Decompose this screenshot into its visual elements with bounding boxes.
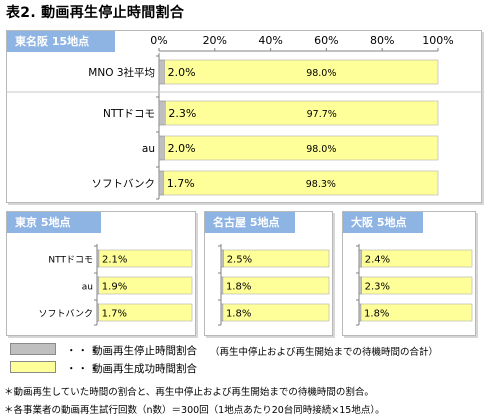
bar-stop bbox=[158, 135, 165, 161]
bar-stop bbox=[358, 303, 362, 322]
legend-label-stop: 動画再生停止時間割合 bbox=[92, 345, 197, 357]
category-label: NTTドコモ bbox=[103, 108, 155, 120]
panel-title-nagoya: 名古屋 5地点 bbox=[205, 212, 295, 233]
category-label: au bbox=[142, 143, 155, 155]
data-label-success: 97.7% bbox=[307, 109, 337, 120]
category-label: ソフトバンク bbox=[91, 178, 155, 190]
bar-stop bbox=[358, 249, 363, 268]
bar-stop bbox=[158, 170, 165, 196]
chart-osaka: 2.4% 2.3% 1.8% bbox=[356, 244, 473, 326]
chart-tokyo: NTTドコモ 2.1% au 1.9% ソフトバンク 1.7% bbox=[39, 244, 193, 326]
data-label-stop: 2.5% bbox=[227, 255, 252, 266]
x-tick-label: 40% bbox=[258, 34, 282, 47]
note-2: ＊各事業者の動画再生試行回数（n数）＝300回（1地点あたり20台同時接続×15… bbox=[4, 405, 385, 416]
legend-dots-success: ・・・ bbox=[66, 363, 101, 375]
legend-swatch-stop bbox=[10, 343, 56, 355]
legend-label-success: 動画再生成功時間割合 bbox=[92, 363, 197, 375]
bar-success bbox=[222, 303, 330, 322]
data-label-success: 98.0% bbox=[306, 68, 336, 79]
bar-success bbox=[361, 249, 473, 268]
bar-stop bbox=[220, 249, 224, 268]
bar-success bbox=[163, 170, 439, 196]
chart-panel-tomeihan: 東名阪 15地点 0% 20% 40% 60% 80% 100% MNO 3社平均 2.0% 9… bbox=[6, 30, 483, 203]
bar-success bbox=[222, 276, 330, 295]
category-label: au bbox=[82, 283, 93, 293]
data-label-stop: 1.8% bbox=[226, 282, 251, 293]
chart-panel-nagoya: 名古屋 5地点 2.5% 1.8% 1.8% bbox=[204, 211, 333, 336]
bar-success bbox=[165, 100, 439, 126]
category-label: NTTドコモ bbox=[48, 256, 93, 266]
data-label-stop: 1.7% bbox=[167, 177, 195, 190]
bar-stop bbox=[158, 59, 165, 85]
chart-panel-tokyo: 東京 5地点 NTTドコモ 2.1% au 1.9% ソフトバンク 1.7% bbox=[6, 211, 196, 336]
chart-panel-osaka: 大阪 5地点 2.4% 2.3% 1.8% bbox=[342, 211, 476, 336]
note-1: ＊動画再生していた時間の割合と、再生中停止および再生開始までの待機時間の割合。 bbox=[4, 387, 374, 398]
category-label: MNO 3社平均 bbox=[88, 66, 155, 79]
bar-stop bbox=[358, 276, 362, 295]
x-tick-label: 20% bbox=[203, 34, 227, 47]
bar-success bbox=[98, 303, 193, 322]
panel-title-tomeihan: 東名阪 15地点 bbox=[7, 31, 115, 52]
panel-title-tokyo: 東京 5地点 bbox=[7, 212, 101, 233]
chart-nagoya: 2.5% 1.8% 1.8% bbox=[218, 244, 330, 326]
legend-note-stop: （再生中停止および再生開始までの待機時間の合計） bbox=[210, 347, 439, 358]
data-label-stop: 1.8% bbox=[226, 309, 251, 320]
x-tick-label: 0% bbox=[150, 34, 167, 47]
panel-title-osaka: 大阪 5地点 bbox=[343, 212, 423, 233]
data-label-stop: 1.8% bbox=[364, 309, 389, 320]
data-label-stop: 2.4% bbox=[365, 255, 390, 266]
bar-success bbox=[98, 249, 193, 268]
bar-success bbox=[98, 276, 193, 295]
legend-dots-stop: ・・・ bbox=[66, 345, 101, 357]
x-tick-label: 60% bbox=[314, 34, 338, 47]
page-title: 表2. 動画再生停止時間割合 bbox=[6, 5, 185, 21]
bar-success bbox=[361, 276, 473, 295]
x-tick-label: 80% bbox=[370, 34, 394, 47]
data-label-stop: 1.7% bbox=[102, 309, 127, 320]
legend-swatch-success bbox=[10, 361, 56, 373]
data-label-success: 98.3% bbox=[306, 179, 336, 190]
data-label-success: 98.0% bbox=[306, 144, 336, 155]
x-tick-label: 100% bbox=[422, 34, 453, 47]
category-label: ソフトバンク bbox=[39, 309, 93, 320]
bar-success bbox=[360, 303, 473, 322]
chart-tomeihan: 0% 20% 40% 60% 80% 100% MNO 3社平均 2.0% 98.0% NTTドコ… bbox=[7, 34, 483, 200]
data-label-stop: 2.3% bbox=[365, 282, 390, 293]
data-label-stop: 2.3% bbox=[168, 107, 196, 120]
bar-success bbox=[164, 59, 439, 85]
bar-success bbox=[223, 249, 330, 268]
data-label-stop: 1.9% bbox=[102, 282, 127, 293]
data-label-stop: 2.0% bbox=[168, 142, 196, 155]
bar-success bbox=[164, 135, 439, 161]
data-label-stop: 2.0% bbox=[168, 66, 196, 79]
bar-stop bbox=[158, 100, 166, 126]
data-label-stop: 2.1% bbox=[102, 255, 127, 266]
